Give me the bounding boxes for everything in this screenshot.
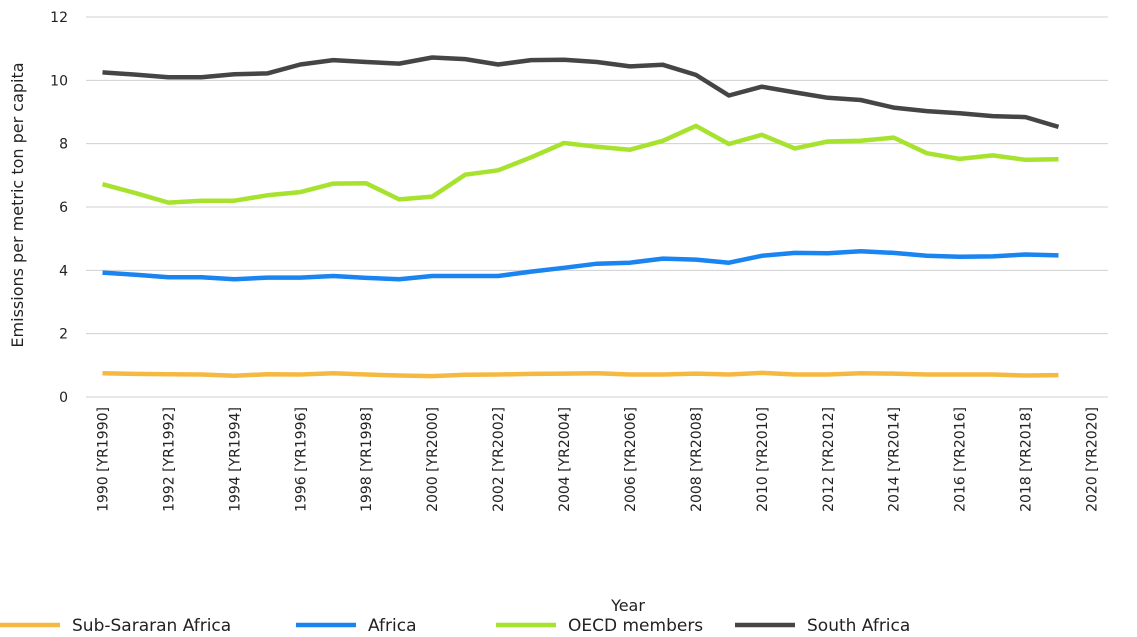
- legend-label-south-africa: South Africa: [807, 616, 910, 636]
- x-tick-label: 1996 [YR1996]: [293, 407, 309, 512]
- y-tick-label: 2: [59, 327, 68, 343]
- x-tick-label: 1994 [YR1994]: [227, 407, 243, 512]
- x-tick-label: 2014 [YR2014]: [887, 407, 903, 512]
- x-axis-title: Year: [610, 596, 645, 615]
- y-tick-label: 12: [50, 10, 68, 26]
- x-tick-label: 1998 [YR1998]: [359, 407, 375, 512]
- y-tick-label: 0: [59, 390, 68, 406]
- x-tick-label: 2020 [YR2020]: [1085, 407, 1101, 512]
- x-tick-label: 1990 [YR1990]: [95, 407, 111, 512]
- gridlines: [86, 16, 1108, 398]
- x-tick-labels: 1990 [YR1990] 1992 [YR1992] 1994 [YR1994] 1…: [95, 407, 1100, 512]
- x-tick-label: 1992 [YR1992]: [161, 407, 177, 512]
- series-line-sub-sararan-africa: [102, 370, 1059, 379]
- x-tick-label: 2016 [YR2016]: [953, 407, 969, 512]
- series-line-africa: [102, 249, 1059, 282]
- x-tick-label: 2012 [YR2012]: [821, 407, 837, 512]
- x-tick-label: 2004 [YR2004]: [557, 407, 573, 512]
- x-tick-label: 2006 [YR2006]: [623, 407, 639, 512]
- x-tick-label: 2010 [YR2010]: [755, 407, 771, 512]
- legend-label-oecd-members: OECD members: [568, 616, 703, 636]
- series-line-south-africa: [102, 55, 1060, 130]
- y-tick-labels: 0 2 4 6 8 10 12: [50, 10, 68, 406]
- y-tick-label: 4: [59, 263, 68, 279]
- legend-label-sub-sararan-africa: Sub-Sararan Africa: [72, 616, 231, 636]
- x-tick-label: 2018 [YR2018]: [1019, 407, 1035, 512]
- x-tick-label: 2000 [YR2000]: [425, 407, 441, 512]
- y-axis-title: Emissions per metric ton per capita: [8, 62, 27, 347]
- x-tick-label: 2002 [YR2002]: [491, 407, 507, 512]
- legend-label-africa: Africa: [368, 616, 417, 636]
- series-lines: [101, 55, 1060, 379]
- legend: Sub-Sararan Africa Africa OECD members Sout…: [0, 616, 910, 636]
- y-tick-label: 10: [50, 73, 68, 89]
- y-tick-label: 6: [59, 200, 68, 216]
- y-tick-label: 8: [59, 137, 68, 153]
- x-tick-label: 2008 [YR2008]: [689, 407, 705, 512]
- series-line-oecd-members: [101, 123, 1059, 205]
